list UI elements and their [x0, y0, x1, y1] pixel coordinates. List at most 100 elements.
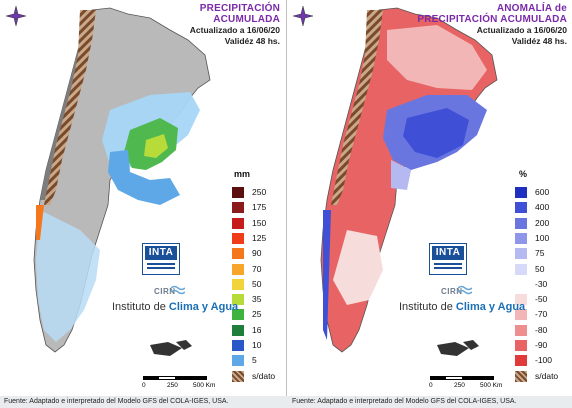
- legend-label: 35: [252, 294, 262, 305]
- legend-label: 200: [535, 217, 550, 228]
- cirn-label: CIRN: [154, 287, 176, 296]
- coastal-strip: [36, 205, 44, 240]
- no-data-zone: [331, 10, 383, 205]
- legend-swatch: [232, 217, 244, 229]
- footer: Fuente: Adaptado e interpretado del Mode…: [0, 396, 572, 408]
- legend-swatch: [232, 263, 244, 275]
- legend-item: 16: [232, 324, 280, 336]
- institute-label: Instituto de Clima y Agua: [112, 301, 238, 313]
- scale-label-500: 500 Km: [480, 382, 503, 389]
- legend-swatch: [515, 187, 527, 198]
- legend-label: -90: [535, 340, 548, 350]
- legend-label: 75: [535, 248, 545, 259]
- legend-item: 90: [232, 248, 280, 260]
- legend-item: 200: [515, 217, 563, 229]
- inta-wave-2: [147, 267, 175, 269]
- compass-icon: [5, 5, 27, 27]
- precip-light-south: [36, 210, 100, 342]
- legend-item: 50: [515, 263, 563, 275]
- legend-item: 50: [232, 278, 280, 290]
- precip-core-center: [144, 134, 168, 158]
- institute-prefix: Instituto de: [112, 301, 166, 313]
- inta-logo: INTA: [429, 243, 467, 275]
- legend-item: 5: [232, 355, 280, 367]
- legend-label: s/dato: [535, 370, 559, 381]
- left-title-block: PRECIPITACIÓN ACUMULADA Actualizado a 16…: [190, 3, 280, 47]
- legend-item: -30: [515, 278, 563, 290]
- legend-item: -70: [515, 309, 563, 321]
- legend-label: 50: [535, 263, 545, 274]
- left-updated: Actualizado a 16/06/20: [189, 25, 280, 35]
- footer-left: Fuente: Adaptado e interpretado del Mode…: [4, 398, 229, 405]
- legend-label: s/dato: [252, 370, 276, 381]
- scale-label-250: 250: [454, 382, 465, 389]
- legend-item: 175: [232, 202, 280, 214]
- legend-swatch: [232, 370, 244, 382]
- inta-logo-text: INTA: [432, 246, 464, 260]
- institute-highlight: Clima y Agua: [168, 301, 239, 313]
- anomaly-positive-edge: [391, 160, 411, 190]
- scale-label-0: 0: [429, 382, 433, 389]
- legend-item: 10: [232, 340, 280, 351]
- legend-swatch: [515, 248, 527, 260]
- right-legend-unit: %: [519, 169, 528, 179]
- legend-item: 75: [515, 248, 563, 260]
- legend-label: 100: [535, 232, 550, 243]
- legend-label: 70: [252, 263, 262, 274]
- anomaly-pale-north: [387, 25, 487, 90]
- scale-label-250: 250: [167, 382, 178, 389]
- legend-item: 600: [515, 187, 563, 198]
- legend-label: 16: [252, 324, 262, 335]
- inta-wave-1: [147, 263, 175, 265]
- legend-swatch: [232, 294, 244, 306]
- legend-label: 10: [252, 340, 262, 350]
- scale-label-0: 0: [142, 382, 146, 389]
- tierra-del-fuego: [150, 342, 182, 356]
- legend-swatch: [515, 202, 527, 214]
- anomaly-positive-core: [403, 108, 469, 158]
- compass-icon: [292, 5, 314, 27]
- legend-item: 70: [232, 263, 280, 275]
- footer-right: Fuente: Adaptado e interpretado del Mode…: [292, 398, 517, 405]
- right-title-line2: PRECIPITACIÓN ACUMULADA: [417, 14, 567, 25]
- legend-swatch: [232, 202, 244, 214]
- right-title-block: ANOMALÍA de PRECIPITACIÓN ACUMULADA Actu…: [417, 3, 567, 47]
- legend-label: 50: [252, 278, 262, 289]
- islas-malvinas: [463, 340, 479, 350]
- inta-wave-1: [434, 263, 462, 265]
- legend-label: 90: [252, 248, 262, 259]
- legend-label: 150: [252, 217, 267, 228]
- legend-swatch: [515, 263, 527, 275]
- legend-label: 250: [252, 187, 267, 197]
- inta-wave-2: [434, 267, 462, 269]
- tierra-del-fuego: [437, 342, 469, 356]
- legend-label: 600: [535, 187, 550, 197]
- islas-malvinas: [176, 340, 192, 350]
- no-data-zone: [44, 10, 96, 205]
- institute-prefix: Instituto de: [399, 301, 453, 313]
- legend-label: 25: [252, 309, 262, 320]
- legend-swatch: [515, 309, 527, 321]
- legend-swatch: [515, 370, 527, 382]
- legend-swatch: [515, 217, 527, 229]
- inta-logo: INTA: [142, 243, 180, 275]
- legend-swatch: [232, 187, 244, 198]
- legend-swatch: [515, 232, 527, 244]
- cirn-wave-icon: [171, 285, 185, 295]
- left-legend-unit: mm: [234, 169, 251, 179]
- legend-swatch: [515, 324, 527, 336]
- legend-swatch: [232, 278, 244, 290]
- coastal-strip-positive: [323, 210, 331, 340]
- legend-item: 400: [515, 202, 563, 214]
- legend-item: s/dato: [515, 370, 563, 382]
- inta-logo-text: INTA: [145, 246, 177, 260]
- anomaly-map: [320, 7, 498, 356]
- left-validity: Validéz 48 hs.: [224, 36, 280, 46]
- legend-swatch: [232, 232, 244, 244]
- legend-label: 400: [535, 202, 550, 213]
- legend-label: -80: [535, 324, 548, 335]
- left-title-line1: PRECIPITACIÓN: [199, 3, 280, 14]
- legend-item: 25: [232, 309, 280, 321]
- legend-label: -100: [535, 355, 553, 366]
